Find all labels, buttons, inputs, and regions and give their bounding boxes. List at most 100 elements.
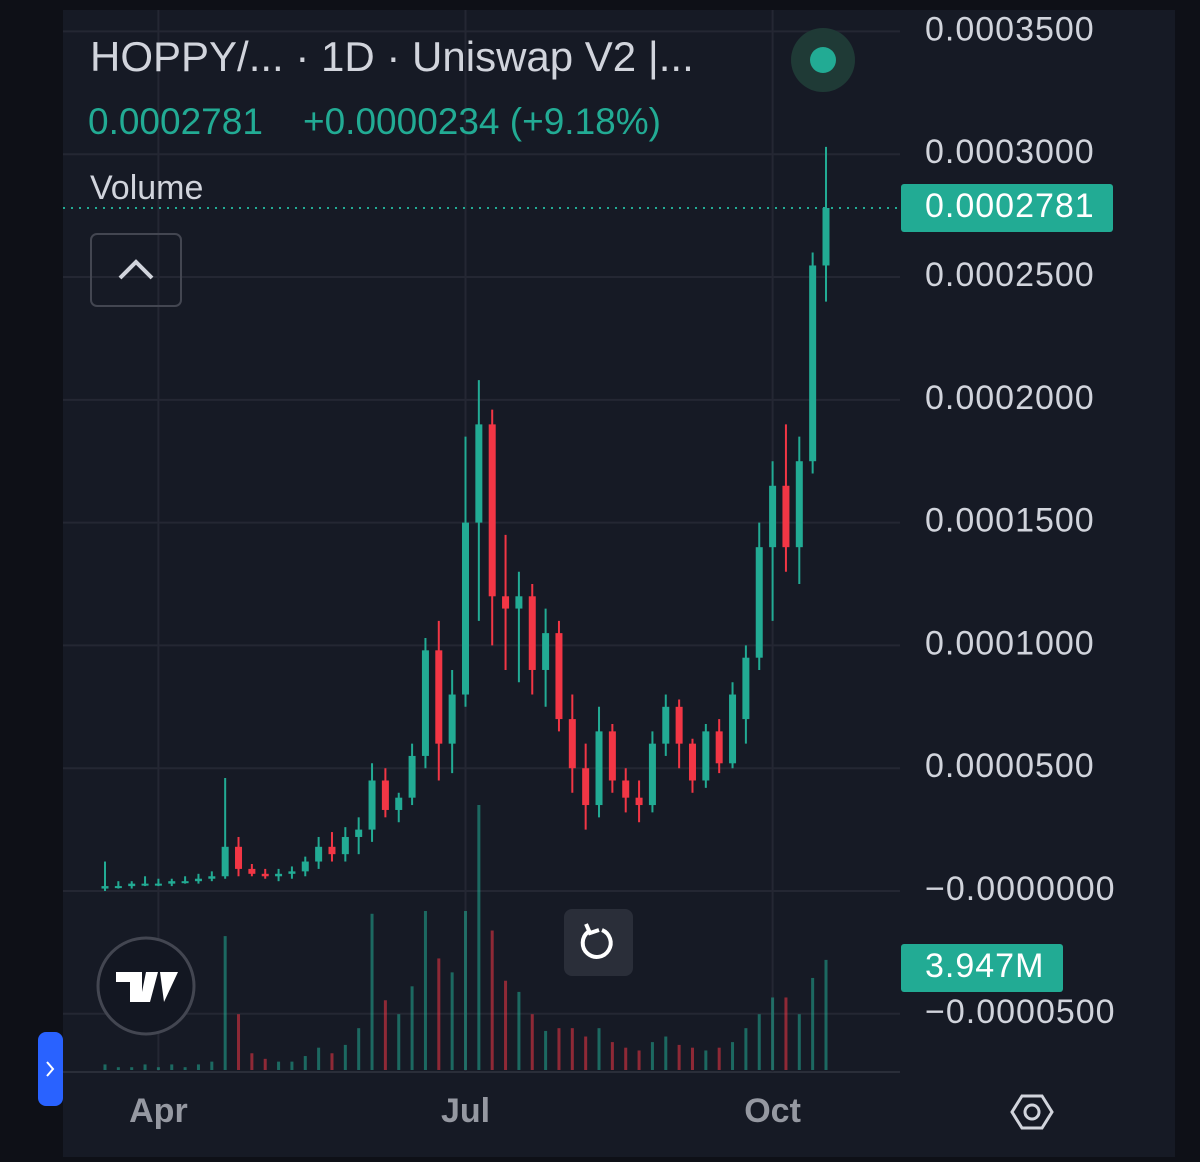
candle-body — [515, 596, 523, 609]
candle-body — [595, 731, 603, 806]
candle-body — [395, 797, 403, 810]
volume-bar — [704, 1050, 708, 1070]
candle-body — [275, 873, 283, 877]
y-tick-label: 0.0003500 — [925, 10, 1095, 48]
volume-bar — [223, 936, 227, 1070]
volume-bar — [731, 1042, 735, 1070]
candle-body — [555, 633, 563, 720]
volume-bar — [397, 1014, 401, 1070]
candle-body — [168, 881, 176, 884]
x-tick-label: Apr — [129, 1092, 188, 1130]
volume-bar — [156, 1067, 160, 1070]
candle-body — [688, 743, 696, 781]
volume-bar — [196, 1064, 200, 1070]
candle-body — [288, 871, 296, 874]
candle-body — [502, 596, 510, 609]
volume-bar — [103, 1064, 107, 1070]
candle-body — [635, 797, 643, 806]
candle-body — [795, 461, 803, 548]
last-price-label: 0.0002781 — [925, 187, 1095, 225]
candle-body — [435, 650, 443, 744]
candle-body — [702, 731, 710, 781]
candle-body — [328, 846, 336, 855]
candle-body — [221, 846, 229, 877]
chevron-icon — [118, 259, 154, 280]
volume-bar — [650, 1042, 654, 1070]
candle-body — [181, 881, 189, 884]
candle-body — [235, 846, 243, 869]
volume-bar — [330, 1053, 334, 1070]
volume-bar — [477, 805, 481, 1070]
volume-bar — [170, 1064, 174, 1070]
candle-body — [194, 878, 202, 882]
volume-bar — [824, 959, 828, 1070]
y-tick-label: 0.0002500 — [925, 256, 1095, 294]
side-tab[interactable] — [38, 1032, 63, 1106]
volume-bar — [517, 991, 521, 1070]
y-tick-label: −0.0000500 — [925, 993, 1116, 1031]
candle-body — [114, 886, 122, 889]
volume-bar — [637, 1050, 641, 1070]
y-tick-label: 0.0001500 — [925, 502, 1095, 540]
candle-body — [301, 861, 309, 872]
volume-bar — [757, 1014, 761, 1070]
candle-body — [315, 846, 323, 862]
candle-body — [248, 868, 256, 874]
side-tab-icon — [46, 1061, 55, 1077]
volume-bar — [690, 1047, 694, 1070]
volume-bar — [797, 1014, 801, 1070]
candle-body — [822, 208, 830, 266]
volume-bar — [343, 1044, 347, 1070]
volume-bar — [437, 958, 441, 1070]
volume-bar — [771, 997, 775, 1070]
volume-bar — [423, 911, 427, 1070]
candle-body — [742, 657, 750, 720]
y-tick-label: −0.0000000 — [925, 870, 1116, 908]
y-tick-label: 0.0002000 — [925, 379, 1095, 417]
volume-bar — [584, 1036, 588, 1070]
candle-body — [101, 886, 109, 889]
volume-bar — [744, 1028, 748, 1070]
candle-body — [475, 424, 483, 523]
volume-bar — [290, 1061, 294, 1070]
collapse-button[interactable] — [90, 233, 182, 307]
volume-bar — [370, 913, 374, 1070]
x-tick-label: Oct — [744, 1092, 801, 1130]
volume-bar — [143, 1064, 147, 1070]
volume-bar — [357, 1028, 361, 1070]
last-price: 0.0002781 — [88, 101, 263, 142]
volume-bar — [504, 980, 508, 1070]
settings-button[interactable] — [1010, 1094, 1054, 1130]
candle-body — [448, 694, 456, 744]
candle-body — [488, 424, 496, 597]
volume-label: Volume — [90, 169, 203, 207]
candle-body — [128, 883, 136, 887]
volume-bar — [237, 1014, 241, 1070]
volume-bar — [664, 1036, 668, 1070]
volume-bar — [784, 997, 788, 1070]
volume-bar — [130, 1067, 134, 1070]
last-price-box — [901, 184, 1113, 233]
last-volume-label: 3.947M — [925, 947, 1044, 985]
volume-bar — [557, 1028, 561, 1070]
volume-bar — [303, 1056, 307, 1070]
volume-bar — [610, 1042, 614, 1070]
volume-bar — [263, 1058, 267, 1070]
volume-bar — [717, 1047, 721, 1070]
reset-icon — [580, 928, 613, 959]
volume-bar — [464, 911, 467, 1070]
volume-bar — [677, 1044, 681, 1070]
candle-body — [608, 731, 616, 781]
chart-title: HOPPY/... · 1D · Uniswap V2 |... — [90, 33, 694, 80]
candle-body — [729, 694, 737, 764]
candle-body — [141, 883, 149, 886]
volume-bar — [597, 1028, 601, 1070]
candle-body — [568, 719, 576, 769]
reset-button[interactable] — [564, 909, 633, 976]
volume-bar — [250, 1053, 254, 1070]
volume-bar — [383, 1000, 387, 1070]
volume-bar — [210, 1061, 214, 1070]
tv-logo-mark — [116, 972, 178, 1002]
candle-body — [715, 731, 723, 764]
